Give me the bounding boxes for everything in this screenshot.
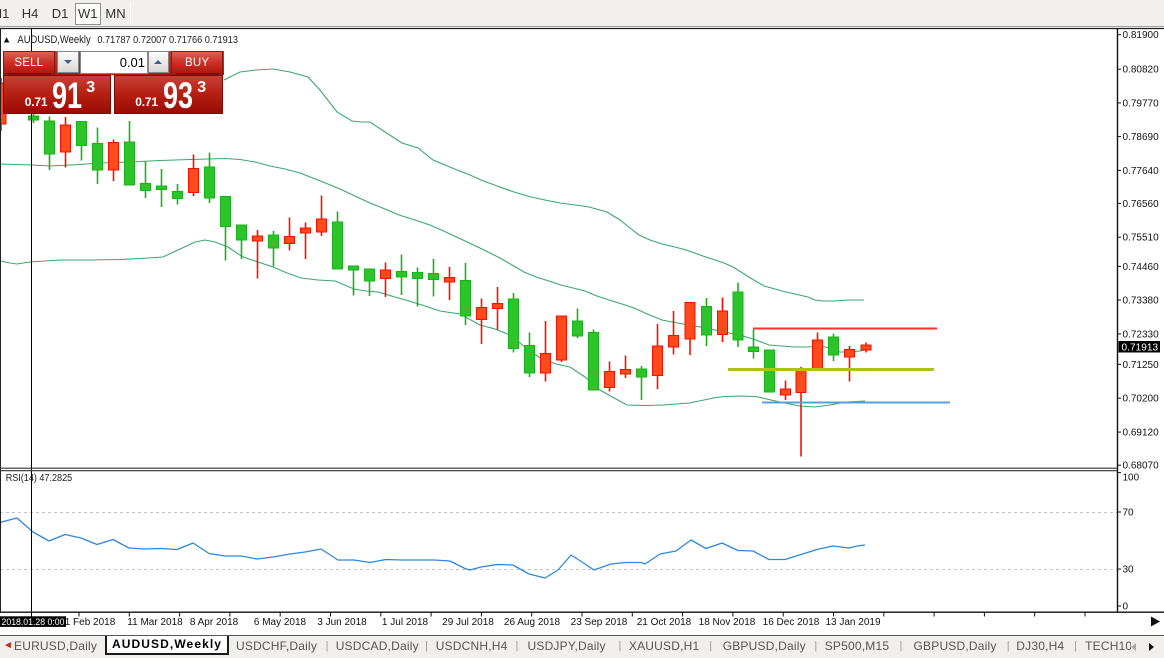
svg-text:100: 100 xyxy=(1123,473,1140,484)
svg-text:0.74460: 0.74460 xyxy=(1123,262,1160,273)
svg-text:23 Sep 2018: 23 Sep 2018 xyxy=(571,617,628,628)
svg-text:1 Feb 2018: 1 Feb 2018 xyxy=(65,617,116,628)
svg-text:0: 0 xyxy=(1123,602,1129,613)
svg-text:0.68070: 0.68070 xyxy=(1123,461,1160,472)
svg-text:0.71913: 0.71913 xyxy=(1122,343,1159,354)
svg-text:0.78690: 0.78690 xyxy=(1123,132,1160,143)
svg-text:AUDUSD,Weekly: AUDUSD,Weekly xyxy=(17,34,91,46)
svg-text:2018.01.28 0:00: 2018.01.28 0:00 xyxy=(2,617,65,628)
svg-text:0.73380: 0.73380 xyxy=(1123,296,1160,307)
svg-text:70: 70 xyxy=(1123,508,1135,519)
svg-text:13 Jan 2019: 13 Jan 2019 xyxy=(825,617,880,628)
svg-text:1 Jul 2018: 1 Jul 2018 xyxy=(382,617,429,628)
svg-text:21 Oct 2018: 21 Oct 2018 xyxy=(637,617,692,628)
svg-text:0.71787 0.72007 0.71766 0.7191: 0.71787 0.72007 0.71766 0.71913 xyxy=(97,34,238,46)
svg-text:0.77640: 0.77640 xyxy=(1123,166,1160,177)
svg-text:0.76560: 0.76560 xyxy=(1123,199,1160,210)
svg-text:0.70200: 0.70200 xyxy=(1123,394,1160,405)
svg-text:0.71250: 0.71250 xyxy=(1123,360,1160,371)
svg-text:16 Dec 2018: 16 Dec 2018 xyxy=(763,617,820,628)
svg-text:3 Jun 2018: 3 Jun 2018 xyxy=(317,617,367,628)
svg-text:30: 30 xyxy=(1123,565,1135,576)
svg-text:0.75510: 0.75510 xyxy=(1123,233,1160,244)
svg-text:6 May 2018: 6 May 2018 xyxy=(254,617,307,628)
svg-text:0.69120: 0.69120 xyxy=(1123,428,1160,439)
svg-text:0.80820: 0.80820 xyxy=(1123,65,1160,76)
svg-text:0.79770: 0.79770 xyxy=(1123,98,1160,109)
svg-text:29 Jul 2018: 29 Jul 2018 xyxy=(442,617,494,628)
svg-text:26 Aug 2018: 26 Aug 2018 xyxy=(504,617,561,628)
svg-text:11 Mar 2018: 11 Mar 2018 xyxy=(127,617,183,628)
svg-text:0.81900: 0.81900 xyxy=(1123,30,1160,41)
svg-text:RSI(14) 47.2825: RSI(14) 47.2825 xyxy=(6,473,73,484)
svg-text:0.72330: 0.72330 xyxy=(1123,329,1160,340)
svg-text:18 Nov 2018: 18 Nov 2018 xyxy=(699,617,756,628)
svg-text:8 Apr 2018: 8 Apr 2018 xyxy=(190,617,239,628)
